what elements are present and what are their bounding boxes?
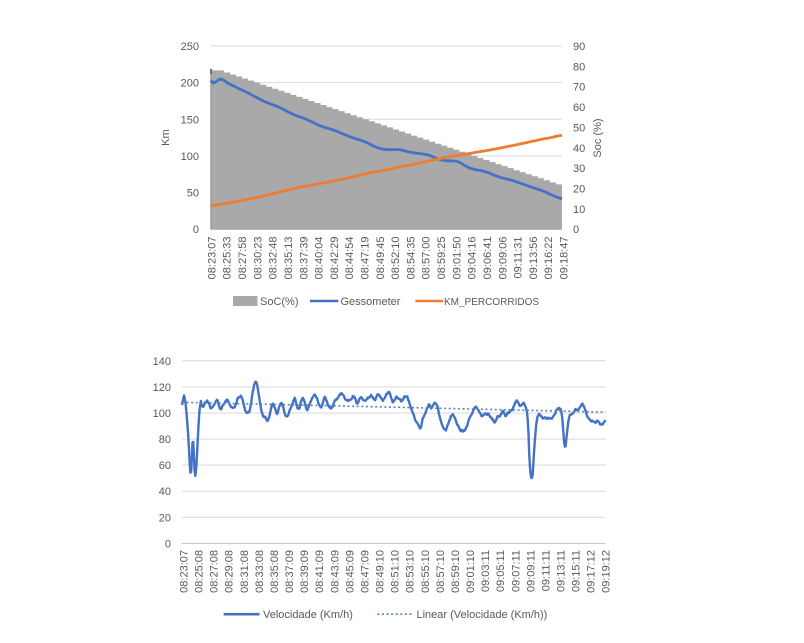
svg-text:08:37:09: 08:37:09: [284, 550, 296, 593]
svg-text:08:33:08: 08:33:08: [254, 550, 266, 593]
svg-text:08:27:08: 08:27:08: [209, 550, 221, 593]
svg-text:09:01:50: 09:01:50: [451, 237, 463, 280]
svg-text:09:09:11: 09:09:11: [525, 550, 537, 592]
svg-text:08:59:10: 08:59:10: [450, 550, 462, 593]
svg-text:09:15:11: 09:15:11: [571, 550, 583, 592]
svg-text:09:09:06: 09:09:06: [497, 237, 509, 280]
svg-text:08:42:29: 08:42:29: [329, 237, 341, 280]
svg-text:80: 80: [573, 61, 585, 73]
svg-text:09:03:11: 09:03:11: [480, 550, 492, 592]
svg-text:0: 0: [573, 224, 579, 236]
svg-text:150: 150: [181, 114, 199, 126]
svg-text:60: 60: [573, 102, 585, 114]
svg-text:09:05:11: 09:05:11: [495, 550, 507, 592]
svg-text:09:18:47: 09:18:47: [559, 237, 571, 280]
svg-text:08:57:00: 08:57:00: [421, 237, 433, 280]
svg-text:08:37:39: 08:37:39: [298, 237, 310, 280]
svg-text:0: 0: [165, 538, 171, 550]
svg-text:09:06:41: 09:06:41: [482, 237, 494, 280]
svg-text:60: 60: [159, 460, 171, 472]
svg-text:09:11:31: 09:11:31: [513, 237, 525, 279]
svg-text:08:44:54: 08:44:54: [344, 237, 356, 280]
svg-text:08:53:10: 08:53:10: [405, 550, 417, 593]
svg-text:100: 100: [153, 408, 171, 420]
svg-text:09:11:11: 09:11:11: [540, 550, 552, 591]
svg-text:80: 80: [159, 434, 171, 446]
svg-text:50: 50: [187, 188, 199, 200]
svg-text:08:49:10: 08:49:10: [375, 550, 387, 593]
svg-text:08:43:09: 08:43:09: [329, 550, 341, 593]
svg-text:08:47:09: 08:47:09: [360, 550, 372, 593]
svg-text:140: 140: [153, 356, 171, 368]
svg-text:Gessometer: Gessometer: [341, 296, 401, 308]
svg-text:20: 20: [159, 512, 171, 524]
svg-text:SoC(%): SoC(%): [260, 296, 299, 308]
svg-text:08:41:09: 08:41:09: [314, 550, 326, 593]
svg-text:20: 20: [573, 184, 585, 196]
svg-text:08:57:10: 08:57:10: [435, 550, 447, 593]
svg-text:09:16:22: 09:16:22: [543, 237, 555, 280]
svg-text:08:52:10: 08:52:10: [390, 237, 402, 280]
svg-text:120: 120: [153, 382, 171, 394]
svg-text:08:54:35: 08:54:35: [405, 237, 417, 280]
svg-text:70: 70: [573, 82, 585, 94]
svg-text:Soc (%): Soc (%): [592, 118, 604, 157]
svg-text:Km: Km: [160, 129, 172, 146]
svg-text:KM_PERCORRIDOS: KM_PERCORRIDOS: [444, 297, 539, 308]
svg-text:09:01:10: 09:01:10: [465, 550, 477, 593]
svg-text:10: 10: [573, 204, 585, 216]
svg-text:08:35:08: 08:35:08: [269, 550, 281, 593]
svg-text:09:17:12: 09:17:12: [586, 550, 598, 593]
svg-text:40: 40: [573, 143, 585, 155]
svg-text:250: 250: [181, 41, 199, 53]
svg-text:100: 100: [181, 151, 199, 163]
svg-text:08:45:09: 08:45:09: [344, 550, 356, 593]
svg-text:08:59:25: 08:59:25: [436, 237, 448, 280]
svg-text:08:35:13: 08:35:13: [283, 237, 295, 280]
svg-text:08:51:10: 08:51:10: [390, 550, 402, 593]
svg-text:30: 30: [573, 163, 585, 175]
svg-text:09:19:12: 09:19:12: [601, 550, 613, 593]
svg-text:08:40:04: 08:40:04: [314, 237, 326, 280]
svg-text:08:27:58: 08:27:58: [237, 237, 249, 280]
svg-text:08:29:08: 08:29:08: [224, 550, 236, 593]
svg-text:08:25:08: 08:25:08: [194, 550, 206, 593]
svg-text:0: 0: [193, 224, 199, 236]
svg-text:08:32:48: 08:32:48: [268, 237, 280, 280]
svg-text:09:07:11: 09:07:11: [510, 550, 522, 592]
svg-text:08:31:08: 08:31:08: [239, 550, 251, 593]
svg-text:08:30:23: 08:30:23: [252, 237, 264, 280]
svg-text:08:23:07: 08:23:07: [179, 550, 191, 593]
svg-text:08:55:10: 08:55:10: [420, 550, 432, 593]
svg-text:200: 200: [181, 78, 199, 90]
svg-text:09:13:11: 09:13:11: [556, 550, 568, 592]
svg-text:08:49:45: 08:49:45: [375, 237, 387, 280]
svg-text:50: 50: [573, 122, 585, 134]
svg-text:40: 40: [159, 486, 171, 498]
svg-text:08:47:19: 08:47:19: [360, 237, 372, 280]
svg-text:90: 90: [573, 41, 585, 53]
svg-text:09:13:56: 09:13:56: [528, 237, 540, 280]
svg-text:08:25:33: 08:25:33: [222, 237, 234, 280]
svg-text:Linear (Velocidade (Km/h)): Linear (Velocidade (Km/h)): [417, 609, 548, 621]
svg-text:08:23:07: 08:23:07: [206, 237, 218, 280]
svg-text:08:39:09: 08:39:09: [299, 550, 311, 593]
svg-text:Velocidade (Km/h): Velocidade (Km/h): [263, 609, 353, 621]
svg-text:09:04:16: 09:04:16: [467, 237, 479, 280]
